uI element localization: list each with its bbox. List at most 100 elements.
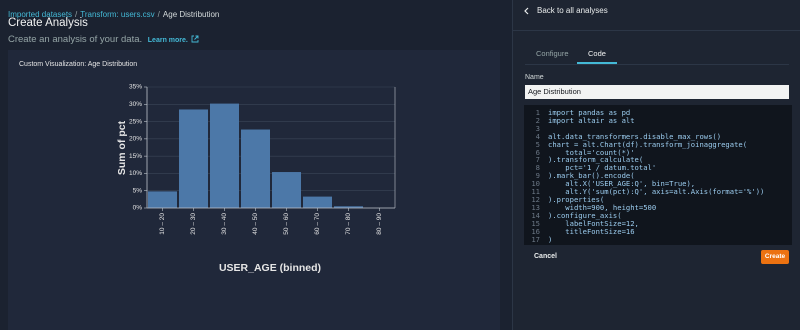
code-text: import altair as alt bbox=[548, 115, 635, 125]
x-tick-label: 10 – 20 bbox=[159, 213, 166, 235]
line-number: 2 bbox=[535, 115, 540, 125]
code-line: 4 alt.data_transformers.disable_max_rows(… bbox=[524, 131, 792, 141]
y-axis-title: Sum of pct bbox=[116, 120, 128, 175]
field-label: Name bbox=[525, 74, 544, 81]
line-number: 17 bbox=[531, 234, 540, 244]
bar bbox=[148, 191, 177, 208]
code-line: 3 bbox=[524, 123, 792, 133]
code-line: 12 ).properties( bbox=[524, 196, 792, 204]
code-line: 13 width=900, height=500 bbox=[524, 202, 792, 212]
tab-active[interactable]: Code bbox=[588, 49, 606, 58]
x-tick-label: 50 – 60 bbox=[283, 213, 290, 235]
bar bbox=[179, 109, 208, 208]
divider bbox=[513, 30, 800, 31]
x-tick-label: 80 – 90 bbox=[376, 213, 383, 235]
code-line: 16 titleFontSize=16 bbox=[524, 226, 792, 236]
code-text: titleFontSize=16 bbox=[548, 226, 635, 236]
line-number: 15 bbox=[531, 218, 540, 228]
y-tick-label: 10% bbox=[129, 170, 142, 177]
line-number: 12 bbox=[531, 194, 540, 204]
line-number: 5 bbox=[535, 139, 540, 149]
back-icon bbox=[524, 7, 529, 14]
code-text: chart = alt.Chart(df).transform_joinaggr… bbox=[548, 139, 748, 149]
external-icon bbox=[191, 35, 198, 43]
line-number: 8 bbox=[535, 163, 540, 173]
y-tick-label: 20% bbox=[129, 136, 142, 143]
tab-underline bbox=[577, 62, 617, 64]
y-tick-label: 0% bbox=[133, 205, 143, 212]
line-number: 4 bbox=[535, 131, 540, 141]
line-number: 13 bbox=[531, 202, 540, 212]
breadcrumb-current: Age Distribution bbox=[162, 10, 220, 19]
y-tick-label: 15% bbox=[129, 153, 142, 160]
bar bbox=[272, 172, 301, 208]
code-text: ).configure_axis( bbox=[548, 210, 622, 220]
code-text: ).properties( bbox=[548, 194, 605, 204]
code-text: pct='1 / datum.total' bbox=[548, 163, 657, 173]
code-editor[interactable]: 1 import pandas as pd 2 import altair as al… bbox=[524, 105, 792, 245]
x-tick-label: 20 – 30 bbox=[190, 213, 197, 235]
line-number: 7 bbox=[535, 155, 540, 165]
divider bbox=[525, 64, 789, 65]
line-number: 11 bbox=[531, 187, 540, 197]
y-tick-label: 5% bbox=[133, 187, 143, 194]
code-line: 10 alt.X('USER_AGE:Q', bin=True), bbox=[524, 180, 792, 188]
x-tick-label: 30 – 40 bbox=[221, 213, 228, 235]
page-title: Create Analysis bbox=[8, 17, 88, 29]
code-text: ).transform_calculate( bbox=[548, 155, 644, 165]
bar bbox=[241, 129, 270, 208]
main-panel: Imported datasets / Transform: users.csv / A… bbox=[8, 4, 220, 45]
code-text: import pandas as pd bbox=[548, 108, 631, 117]
back-text: Back to all analyses bbox=[537, 6, 608, 15]
breadcrumb-link[interactable]: Imported datasets bbox=[8, 10, 73, 19]
code-line: 14 ).configure_axis( bbox=[524, 210, 792, 220]
code-text: ).mark_bar().encode( bbox=[548, 171, 635, 181]
subtitle: Create an analysis of your data. bbox=[8, 34, 143, 45]
code-text: alt.Y('sum(pct):Q', axis=alt.Axis(format… bbox=[548, 187, 765, 197]
code-line: 17) bbox=[524, 234, 792, 244]
separator: / bbox=[157, 10, 160, 19]
bar bbox=[210, 103, 239, 208]
code-line: 2 import altair as alt bbox=[524, 115, 792, 125]
code-text: total='count(*)' bbox=[548, 147, 635, 157]
chart-title: Custom Visualization: Age Distribution bbox=[19, 61, 137, 68]
code-line: 6 total='count(*)' bbox=[524, 147, 792, 157]
line-number: 10 bbox=[531, 179, 540, 189]
breadcrumb: Imported datasets / Transform: users.csv / A… bbox=[8, 4, 219, 22]
code-text: ) bbox=[548, 234, 553, 244]
line-number: 16 bbox=[531, 226, 540, 236]
name-input[interactable]: Age Distribution bbox=[525, 85, 789, 99]
separator: / bbox=[75, 10, 78, 19]
bar bbox=[303, 196, 332, 208]
tab[interactable]: Configure bbox=[536, 49, 569, 58]
line-number: 6 bbox=[535, 147, 540, 157]
cancel-button[interactable]: Cancel bbox=[534, 253, 557, 260]
line-number: 14 bbox=[531, 210, 540, 220]
line-number: 3 bbox=[535, 123, 540, 133]
learn-more-link[interactable]: Learn more. bbox=[147, 37, 188, 44]
x-tick-label: 40 – 50 bbox=[252, 213, 259, 235]
create-button[interactable]: Create bbox=[761, 250, 789, 264]
y-tick-label: 35% bbox=[129, 84, 142, 91]
x-axis-title: USER_AGE (binned) bbox=[219, 262, 321, 274]
code-text: labelFontSize=12, bbox=[548, 218, 639, 228]
code-line: 7 ).transform_calculate( bbox=[524, 156, 792, 164]
code-line: 11 alt.Y('sum(pct):Q', axis=alt.Axis(for… bbox=[524, 188, 792, 196]
x-tick-label: 60 – 70 bbox=[314, 213, 321, 235]
y-tick-label: 30% bbox=[129, 101, 142, 108]
code-text: alt.X('USER_AGE:Q', bin=True), bbox=[548, 179, 696, 189]
bar bbox=[334, 206, 363, 208]
code-line: 1 import pandas as pd bbox=[524, 109, 792, 117]
line-number: 9 bbox=[535, 171, 540, 181]
code-line: 5 chart = alt.Chart(df).transform_joinagg… bbox=[524, 139, 792, 149]
code-line: 9 ).mark_bar().encode( bbox=[524, 172, 792, 180]
code-text: width=900, height=500 bbox=[548, 202, 657, 212]
breadcrumb-link[interactable]: Transform: users.csv bbox=[80, 10, 155, 19]
back-link[interactable]: Back to all analyses bbox=[523, 6, 608, 15]
code-text: alt.data_transformers.disable_max_rows() bbox=[548, 131, 722, 141]
code-line: 15 labelFontSize=12, bbox=[524, 218, 792, 228]
y-tick-label: 25% bbox=[129, 118, 142, 125]
subtitle-row: Create an analysis of your data. Learn m… bbox=[8, 34, 199, 45]
chart: Custom Visualization: Age Distribution U… bbox=[19, 61, 396, 274]
